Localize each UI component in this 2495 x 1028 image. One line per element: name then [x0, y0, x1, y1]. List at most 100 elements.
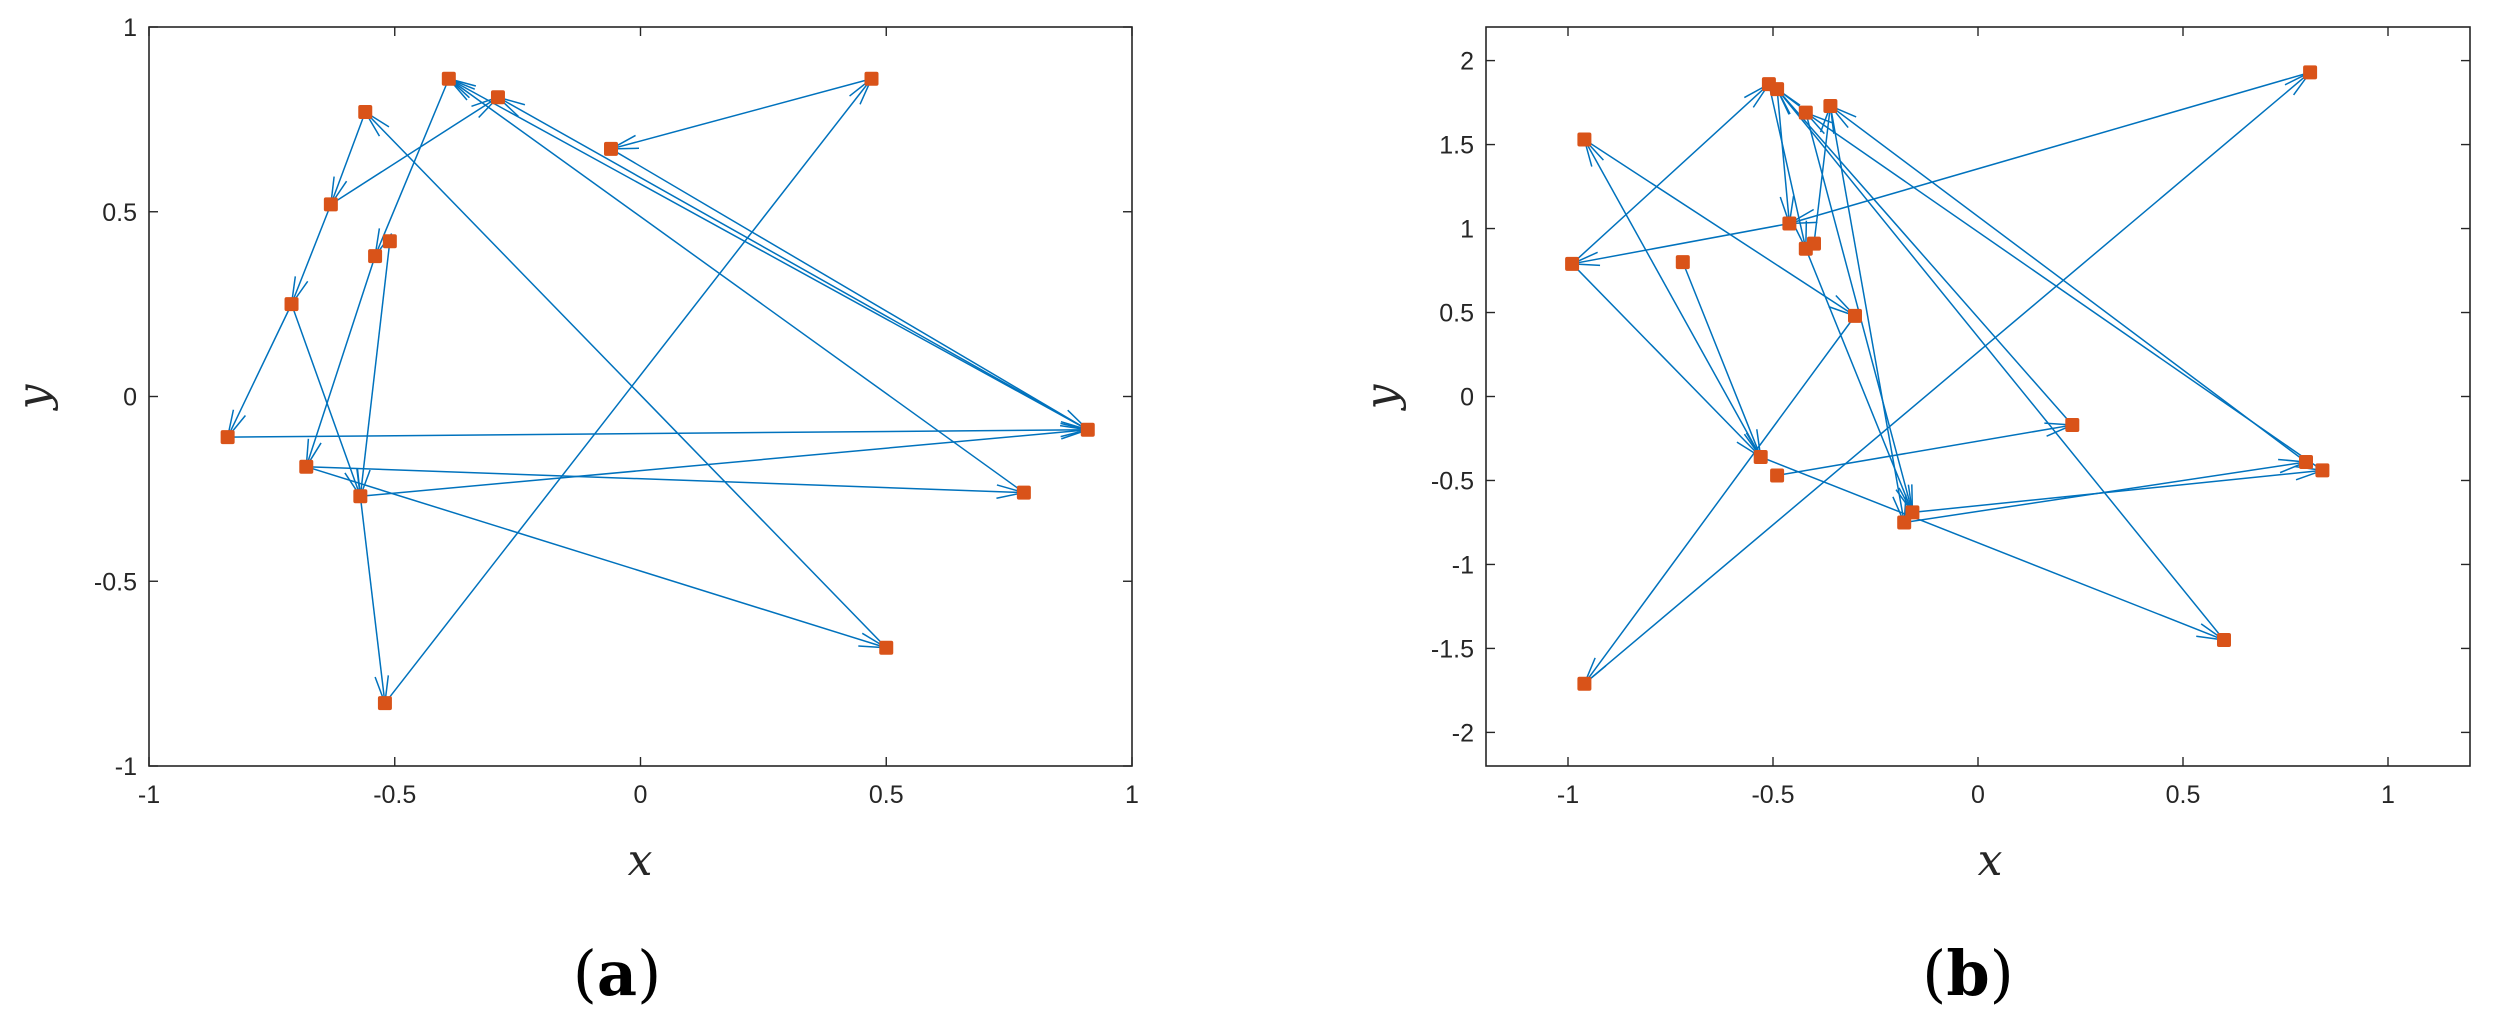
arrow-shaft	[1805, 112, 2323, 472]
data-point	[1807, 236, 1821, 251]
arrow-shaft	[1583, 138, 1856, 317]
x-axis-label-b: x	[1978, 835, 2003, 886]
tick-labels-b: -1 -0.5 0 0.5 1 -2 -1.5 -1 -0.5 0 0.5 1 1.5 2	[1431, 48, 2395, 809]
y-tick-label: 1	[1460, 216, 1474, 244]
arrow-shaft	[1829, 105, 1905, 523]
tick-labels-a: -1 -0.5 0 0.5 1 -1 -0.5 0 0.5 1	[94, 14, 1139, 809]
arrow-shaft	[1789, 71, 2311, 225]
data-point	[879, 640, 894, 655]
data-point	[382, 234, 397, 249]
data-point	[368, 249, 383, 264]
data-point	[441, 71, 456, 86]
arrow-shaft	[1760, 456, 2225, 641]
arrow-shaft	[374, 78, 450, 257]
x-tick-label: 0	[634, 781, 648, 809]
data-point	[490, 90, 505, 105]
arrow-shaft	[364, 111, 887, 649]
data-point	[220, 430, 235, 445]
data-point	[1577, 132, 1592, 147]
y-tick-label: -1	[1452, 551, 1474, 579]
arrow-shaft	[1583, 71, 2311, 685]
data-point	[2315, 463, 2330, 478]
arrow-shaft	[448, 78, 1025, 494]
arrow-shaft	[610, 148, 1089, 431]
arrow-shaft	[306, 465, 1024, 494]
arrow-shaft	[384, 78, 873, 704]
y-tick-label: -0.5	[1431, 467, 1474, 495]
arrow-shaft	[359, 241, 391, 497]
x-tick-label: -0.5	[1751, 781, 1794, 809]
y-tick-label: 0	[123, 384, 137, 412]
arrow-shaft	[305, 255, 376, 467]
arrow-shaft	[1583, 315, 1856, 685]
arrow-shaft	[227, 429, 1088, 438]
data-point	[2217, 633, 2231, 648]
y-tick-label: 0.5	[1439, 300, 1474, 328]
arrow-shaft	[448, 78, 1089, 431]
y-tick-label: -1	[115, 753, 137, 781]
arrow-shaft	[330, 96, 499, 205]
data-point	[299, 459, 314, 474]
points-b	[1565, 65, 2330, 691]
arrow-shaft	[306, 465, 887, 649]
arrow-shaft	[497, 96, 1089, 431]
data-point	[2299, 455, 2313, 470]
data-point	[1770, 82, 1785, 97]
arrow-shaft	[1776, 424, 2073, 477]
panel-label-a-letter: a	[597, 937, 637, 1010]
panel-label-b-letter: b	[1946, 937, 1989, 1010]
x-tick-label: 1	[2381, 781, 2395, 809]
data-point	[604, 141, 619, 156]
panel-label-a: (a)	[573, 937, 662, 1010]
y-tick-label: 0	[1460, 384, 1474, 412]
arrow-shaft	[290, 303, 362, 497]
arrow-shaft	[1805, 248, 1914, 513]
arrow-shaft	[1571, 83, 1770, 265]
points-a	[220, 71, 1095, 711]
data-point	[2065, 418, 2080, 433]
data-point	[353, 489, 368, 504]
x-axis-label-a: x	[628, 835, 653, 886]
data-point	[1897, 515, 1912, 530]
y-tick-label: 2	[1460, 48, 1474, 76]
arrow-shaft	[1776, 88, 2225, 641]
arrow-shaft	[610, 78, 872, 150]
data-point	[1753, 449, 1768, 464]
data-point	[1675, 255, 1690, 270]
arrows-a	[226, 78, 1089, 704]
panel-a: -1 -0.5 0 0.5 1 -1 -0.5 0 0.5 1 x y (a)	[8, 14, 1139, 1010]
x-tick-label: -1	[1557, 781, 1579, 809]
y-tick-label: -1.5	[1431, 635, 1474, 663]
data-point	[323, 197, 338, 212]
x-tick-label: -0.5	[373, 781, 416, 809]
axis-ticks-b	[1486, 27, 2470, 766]
arrow-shaft	[330, 111, 366, 205]
data-point	[1770, 468, 1785, 483]
data-point	[2303, 65, 2318, 80]
arrow-shaft	[226, 303, 293, 438]
arrow-shaft	[1583, 139, 1762, 458]
x-tick-label: 1	[1125, 781, 1139, 809]
arrow-shaft	[1768, 83, 1807, 249]
arrows-b	[1571, 71, 2323, 685]
arrow-shaft	[1571, 222, 1790, 265]
arrow-shaft	[1682, 261, 1762, 458]
x-tick-label: 0	[1971, 781, 1985, 809]
axis-ticks-a	[148, 26, 1133, 767]
arrow-shaft	[1904, 461, 2307, 524]
data-point	[358, 104, 373, 119]
data-point	[284, 297, 299, 312]
arrow-shaft	[359, 496, 386, 704]
data-point	[1565, 256, 1580, 271]
data-point	[1080, 422, 1095, 437]
data-point	[1798, 105, 1813, 120]
arrow-shaft	[1829, 105, 2307, 463]
arrow-shaft	[1776, 89, 1791, 224]
plot-area-a	[148, 26, 1133, 767]
data-point	[1577, 676, 1592, 691]
y-tick-label: 0.5	[102, 199, 137, 227]
data-point	[377, 696, 392, 711]
y-tick-label: 1.5	[1439, 132, 1474, 160]
y-tick-label: -0.5	[94, 568, 137, 596]
